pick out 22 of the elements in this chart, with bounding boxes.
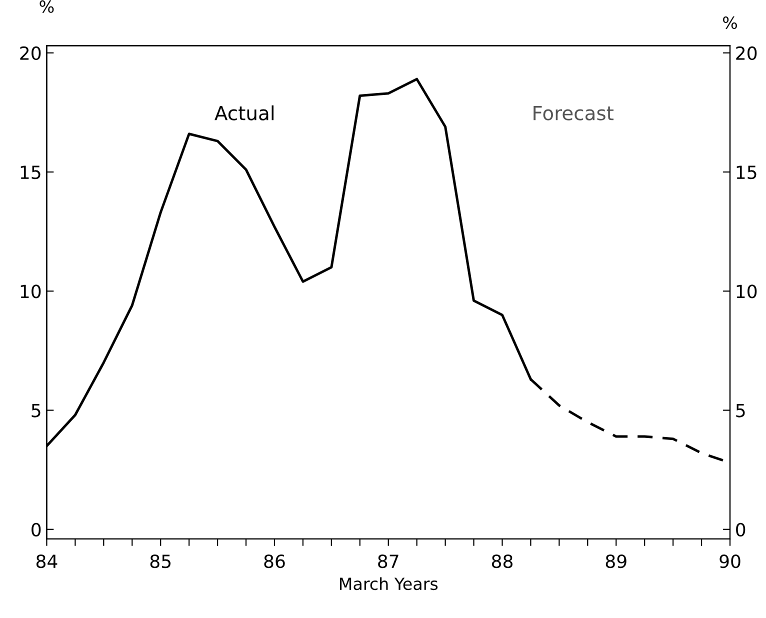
y-tick-label: 20 [20, 46, 41, 60]
x-tick-label: 85 [150, 554, 171, 568]
x-tick-label: 84 [36, 554, 58, 568]
y2-tick-label: 0 [736, 522, 746, 536]
y2-tick-label: 10 [736, 284, 757, 298]
y2-tick-label: 20 [736, 46, 757, 60]
x-tick-label: 88 [492, 554, 512, 568]
x-tick-label: 90 [720, 554, 740, 568]
y2-tick-label: 5 [736, 404, 745, 418]
annotation: Actual [214, 105, 274, 120]
y-tick-label: 15 [20, 166, 40, 180]
x-tick-label: 89 [606, 554, 626, 568]
annotation: Forecast [534, 106, 614, 120]
x-tick-label: 86 [264, 554, 285, 568]
y-tick-label: 0 [32, 522, 41, 536]
y2-axis-title: % [723, 16, 737, 30]
x-axis-title: March Years [340, 577, 438, 590]
y-axis-title: % [40, 0, 54, 13]
y-tick-label: 5 [32, 404, 40, 418]
y2-tick-label: 15 [736, 166, 756, 180]
y-tick-label: 10 [20, 284, 41, 298]
x-tick-label: 87 [378, 554, 398, 568]
